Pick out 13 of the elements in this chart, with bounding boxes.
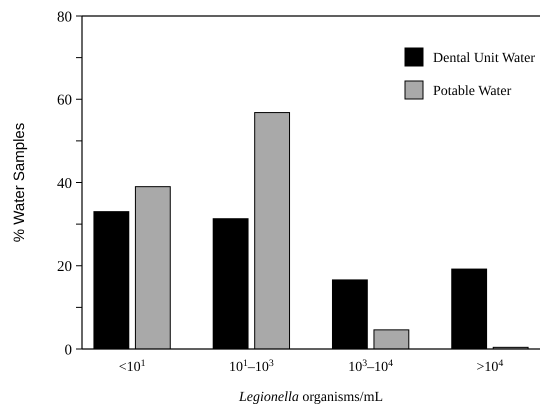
legend-label: Potable Water [433, 84, 512, 99]
x-tick-label: 10$^{1}$–10$^{3}$ [228, 358, 274, 375]
x-tick-label: <10$^{1}$ [118, 358, 146, 375]
x-axis-title: Legionella organisms/mL [238, 390, 384, 405]
y-tick-label: 20 [57, 259, 72, 275]
legend-label: Dental Unit Water [433, 50, 536, 66]
y-tick-label: 80 [57, 9, 72, 26]
x-tick-label: 10$^{3}$–10$^{4}$ [348, 358, 394, 375]
y-axis-title: % Water Samples [11, 122, 28, 242]
y-tick-label: 40 [57, 176, 72, 192]
y-tick-label: 60 [57, 92, 72, 108]
y-tick-label: 0 [64, 342, 72, 358]
x-tick-label: >10$^{4}$ [476, 358, 504, 375]
